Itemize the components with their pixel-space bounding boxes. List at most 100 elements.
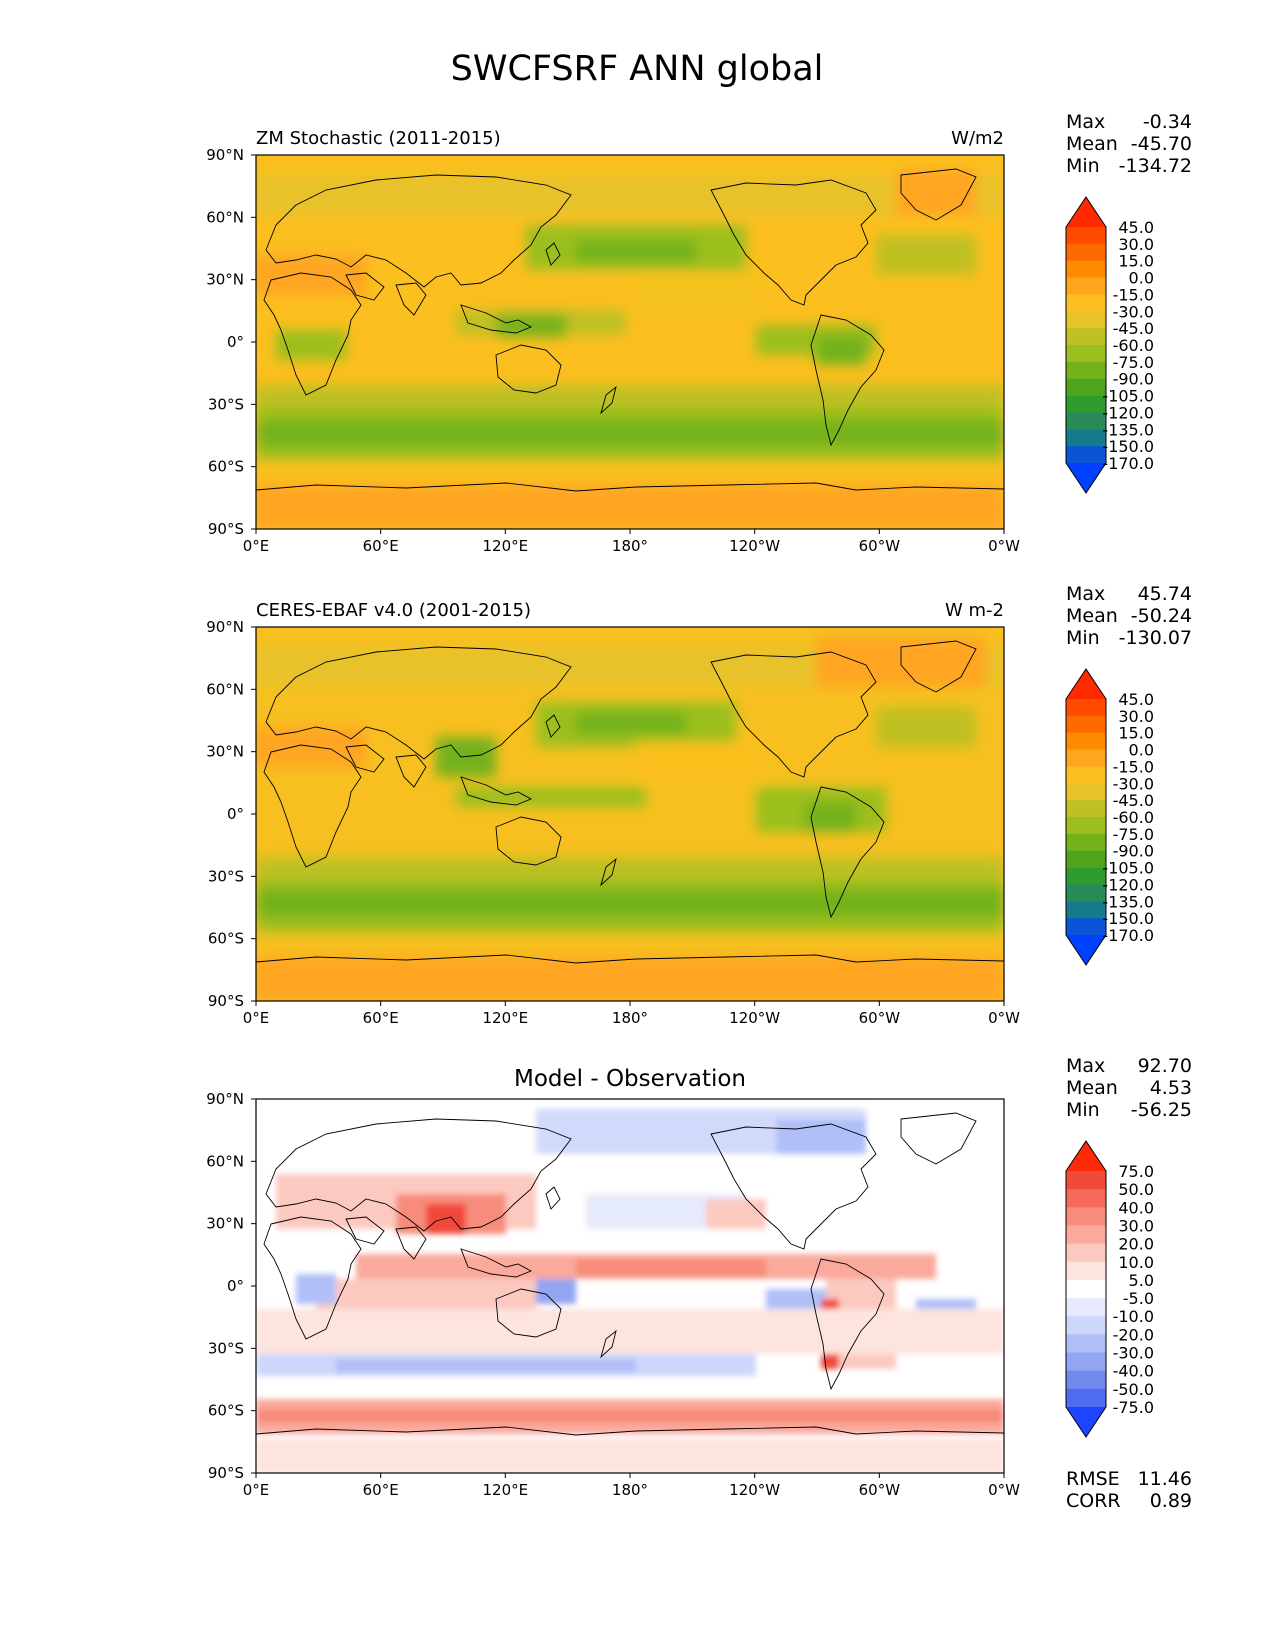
stat-value: -134.72 [1119,155,1192,177]
colorbar-segment [1066,328,1106,346]
lat-tick-label: 60°S [208,458,244,476]
colorbar-segment [1066,412,1106,430]
colorbar-segment [1066,1352,1106,1372]
panel-model-title-left: ZM Stochastic (2011-2015) [256,128,501,149]
colorbar-segment [1066,1171,1106,1190]
panel-model-title-right: W/m2 [951,128,1004,149]
map-obs [256,627,1004,1001]
colorbar-level-label: -30.0 [1113,774,1154,793]
lat-tick-label: 30°N [206,271,244,289]
colorbar-segment [1066,277,1106,296]
lat-tick-label: 60°S [208,1402,244,1420]
colorbar-segment [1066,378,1106,397]
stat-value: 45.74 [1138,583,1192,605]
map-model [256,155,1004,529]
colorbar-outline [1065,668,1107,966]
colorbar-level-label: 15.0 [1118,724,1154,743]
colorbar-segment [1066,1334,1106,1354]
lat-tick-label: 0° [227,1277,244,1295]
lon-tick-label: 60°W [859,537,901,555]
colorbar-level-label: -75.0 [1113,1398,1154,1417]
colorbar-diff: 75.050.040.030.020.010.05.0-5.0-10.0-20.… [1065,1140,1154,1438]
extra-stat-value: 0.89 [1150,1490,1192,1512]
colorbar-segment [1066,294,1106,312]
colorbar-segment [1066,1279,1106,1299]
colorbar-level-label: 50.0 [1118,1180,1154,1199]
colorbar-segment [1066,817,1106,835]
colorbar-segment [1066,850,1106,869]
colorbar-extend-min [1066,463,1106,493]
colorbar-segment [1066,766,1106,784]
colorbar-segment [1066,243,1106,262]
figure-title: SWCFSRF ANN global [451,49,824,89]
stat-label: Min [1066,155,1100,177]
stat-label: Mean [1066,1077,1118,1099]
colorbar-segment [1066,345,1106,363]
extra-stat-label: RMSE [1066,1468,1120,1490]
lon-tick-label: 120°W [729,537,780,555]
colorbar-level-label: -15.0 [1113,757,1154,776]
lon-tick-label: 180° [612,1009,648,1027]
lat-tick-label: 30°N [206,1215,244,1233]
colorbar-level-label: 20.0 [1118,1235,1154,1254]
colorbar-extend-max [1066,1141,1106,1171]
colorbar-level-label: 30.0 [1118,707,1154,726]
lat-tick-label: 90°S [208,992,244,1010]
colorbar-level-label: -75.0 [1113,825,1154,844]
colorbar-segment [1066,918,1106,936]
colorbar-level-label: -150.0 [1102,909,1154,928]
lat-tick-label: 90°N [206,1090,244,1108]
stat-label: Max [1066,1055,1105,1077]
lat-tick-label: 30°N [206,743,244,761]
colorbar-extend-min [1066,935,1106,965]
lon-tick-label: 60°E [363,537,399,555]
colorbar-level-label: -15.0 [1113,285,1154,304]
side-diff: Max 92.70 Mean 4.53 Min -56.25 75.050.040.030.… [1065,1055,1192,1512]
colorbar-segment [1066,732,1106,751]
panel-obs: CERES-EBAF v4.0 (2001-2015) W m-2 [255,600,1005,1002]
colorbar-level-label: 10.0 [1118,1253,1154,1272]
colorbar-level-label: -120.0 [1102,403,1154,422]
colorbar-level-label: 40.0 [1118,1198,1154,1217]
colorbar-level-label: 30.0 [1118,235,1154,254]
lat-tick-label: 90°N [206,618,244,636]
lon-tick-label: 0°W [988,1481,1020,1499]
colorbar-level-label: -30.0 [1113,302,1154,321]
colorbar-segment [1066,1261,1106,1281]
stat-value: 92.70 [1138,1055,1192,1077]
stat-label: Min [1066,1099,1100,1121]
stat-label: Max [1066,111,1105,133]
lon-tick-label: 180° [612,537,648,555]
lon-tick-label: 0°E [243,1009,270,1027]
colorbar-level-label: -50.0 [1113,1380,1154,1399]
colorbar-segment [1066,715,1106,734]
colorbar-segment [1066,1388,1106,1408]
colorbar-segment [1066,429,1106,447]
colorbar-segment [1066,1370,1106,1390]
lat-tick-label: 60°N [206,680,244,698]
extra-stat-label: CORR [1066,1490,1121,1512]
colorbar-level-label: -150.0 [1102,437,1154,456]
colorbar-segment [1066,260,1106,279]
colorbar-level-label: -10.0 [1113,1307,1154,1326]
lat-tick-label: 60°N [206,208,244,226]
panel-model: ZM Stochastic (2011-2015) W/m2 [255,128,1005,530]
colorbar-model: 45.030.015.00.0-15.0-30.0-45.0-60.0-75.0… [1065,196,1154,494]
colorbar-segment [1066,395,1106,414]
lon-tick-label: 0°E [243,1481,270,1499]
colorbar-segment [1066,800,1106,818]
colorbar-level-label: -120.0 [1102,875,1154,894]
stat-value: 4.53 [1150,1077,1192,1099]
map-diff [256,1099,1004,1473]
stat-label: Max [1066,583,1105,605]
lat-tick-label: 90°S [208,520,244,538]
colorbar-level-label: 0.0 [1129,741,1154,760]
colorbar-extend-max [1066,669,1106,699]
colorbar-level-label: -60.0 [1113,336,1154,355]
lat-tick-label: 30°S [208,867,244,885]
colorbar-segment [1066,833,1106,852]
colorbar-outline [1065,196,1107,494]
colorbar-level-label: 45.0 [1118,690,1154,709]
colorbar-segment [1066,699,1106,717]
